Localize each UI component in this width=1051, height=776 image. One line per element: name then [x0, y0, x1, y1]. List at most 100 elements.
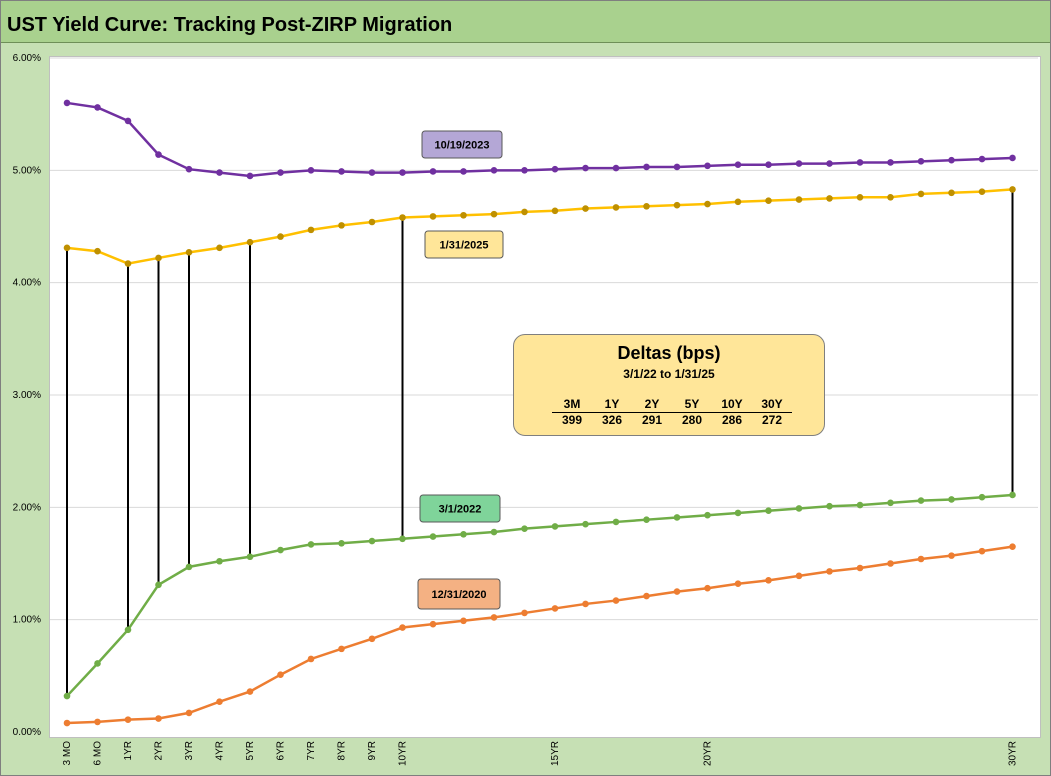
series-point [124, 716, 132, 723]
series-line-2 [66, 493, 1013, 697]
series-point [246, 553, 254, 561]
series-point [612, 204, 620, 211]
chart-title: UST Yield Curve: Tracking Post-ZIRP Migr… [7, 14, 453, 36]
series-point [795, 196, 803, 203]
series-point [582, 520, 589, 528]
series-point [399, 535, 406, 543]
series-point [246, 238, 254, 246]
series-point [673, 163, 681, 171]
series-label: 12/31/2020 [431, 589, 486, 601]
series-label: 3/1/2022 [439, 504, 482, 516]
series-point [94, 247, 101, 255]
x-tick-label: 9YR [367, 741, 378, 760]
deltas-header-10y: 10Y [712, 397, 752, 413]
x-tick-label: 3 MO [62, 741, 73, 766]
series-point [856, 564, 864, 572]
series-point [917, 158, 925, 165]
series-point [307, 167, 315, 174]
series-point [368, 635, 376, 643]
series-point [826, 502, 833, 510]
series-point [429, 620, 437, 628]
series-point [643, 202, 650, 210]
deltas-subtitle: 3/1/22 to 1/31/25 [623, 367, 715, 381]
series-point [765, 161, 772, 169]
y-tick-label: 4.00% [13, 278, 41, 289]
series-point [704, 162, 711, 170]
series-point [917, 555, 925, 563]
x-tick-label: 20YR [703, 741, 714, 766]
series-point [765, 507, 772, 515]
series-point [948, 552, 955, 559]
deltas-header-5y: 5Y [672, 397, 712, 413]
series-point [368, 537, 376, 545]
series-point [643, 163, 650, 171]
series-point [948, 189, 955, 197]
series-point [277, 546, 284, 554]
series-point [734, 161, 742, 169]
x-tick-label: 8YR [337, 741, 348, 760]
series-point [551, 523, 559, 530]
series-point [490, 167, 498, 174]
series-point [612, 164, 620, 172]
deltas-header-row: 3M 1Y 2Y 5Y 10Y 30Y [552, 397, 792, 413]
series-point [216, 698, 223, 705]
series-point [124, 260, 132, 267]
x-tick-label: 30YR [1008, 741, 1019, 766]
series-point [765, 577, 772, 584]
series-point [185, 563, 193, 571]
deltas-value-5y: 280 [681, 413, 703, 427]
series-point [338, 539, 345, 547]
deltas-value-2y: 291 [641, 413, 663, 427]
series-point [429, 533, 437, 540]
deltas-header-2y: 2Y [632, 397, 672, 413]
series-point [612, 518, 620, 526]
series-point [399, 624, 406, 631]
deltas-header-1y: 1Y [592, 397, 632, 413]
series-point [612, 597, 620, 604]
series-point [338, 222, 345, 229]
series-point [978, 155, 986, 163]
x-tick-label: 5YR [245, 741, 256, 760]
series-point [734, 580, 742, 588]
series-point [277, 233, 284, 240]
series-point [460, 168, 467, 175]
x-tick-label: 4YR [215, 741, 226, 760]
series-point [734, 509, 742, 517]
series-point [551, 605, 559, 612]
series-point [368, 169, 376, 176]
series-point [948, 156, 955, 164]
series-point [307, 226, 315, 234]
deltas-title: Deltas (bps) [617, 343, 721, 363]
series-point [307, 541, 315, 548]
deltas-value-10y: 286 [721, 413, 743, 427]
series-line-1 [66, 188, 1013, 265]
series-point [887, 560, 894, 567]
x-tick-label: 3YR [184, 741, 195, 760]
y-tick-label: 1.00% [13, 615, 41, 626]
series-point [795, 160, 803, 167]
series-point [185, 709, 193, 717]
y-tick-label: 3.00% [13, 390, 41, 401]
y-tick-label: 0.00% [13, 727, 41, 738]
series-label-box [424, 230, 504, 259]
series-point [978, 188, 986, 195]
title-bar: UST Yield Curve: Tracking Post-ZIRP Migr… [1, 1, 1050, 43]
series-point [826, 568, 833, 575]
series-point [429, 213, 437, 220]
series-point [643, 516, 650, 523]
x-tick-label: 1YR [123, 741, 134, 760]
series-point [856, 501, 864, 509]
series-point [887, 499, 894, 507]
series-point [795, 572, 803, 580]
series-point [216, 169, 223, 176]
series-point [673, 201, 681, 209]
series-label-box [421, 130, 503, 159]
series-point [1009, 154, 1016, 162]
x-tick-label: 6 MO [93, 741, 104, 766]
x-tick-label: 10YR [398, 741, 409, 766]
deltas-header-3m: 3M [552, 397, 592, 413]
series-point [155, 581, 162, 589]
series-point [521, 525, 528, 532]
